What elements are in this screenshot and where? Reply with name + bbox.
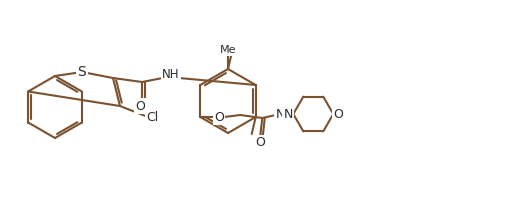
Text: Cl: Cl — [146, 110, 158, 123]
Text: N: N — [284, 107, 293, 120]
Text: N: N — [276, 107, 285, 120]
Text: O: O — [255, 137, 265, 150]
Text: O: O — [135, 100, 145, 113]
Text: O: O — [333, 107, 343, 120]
Text: NH: NH — [162, 67, 180, 80]
Text: S: S — [78, 65, 87, 79]
Text: Me: Me — [220, 45, 236, 55]
Text: O: O — [214, 110, 224, 123]
